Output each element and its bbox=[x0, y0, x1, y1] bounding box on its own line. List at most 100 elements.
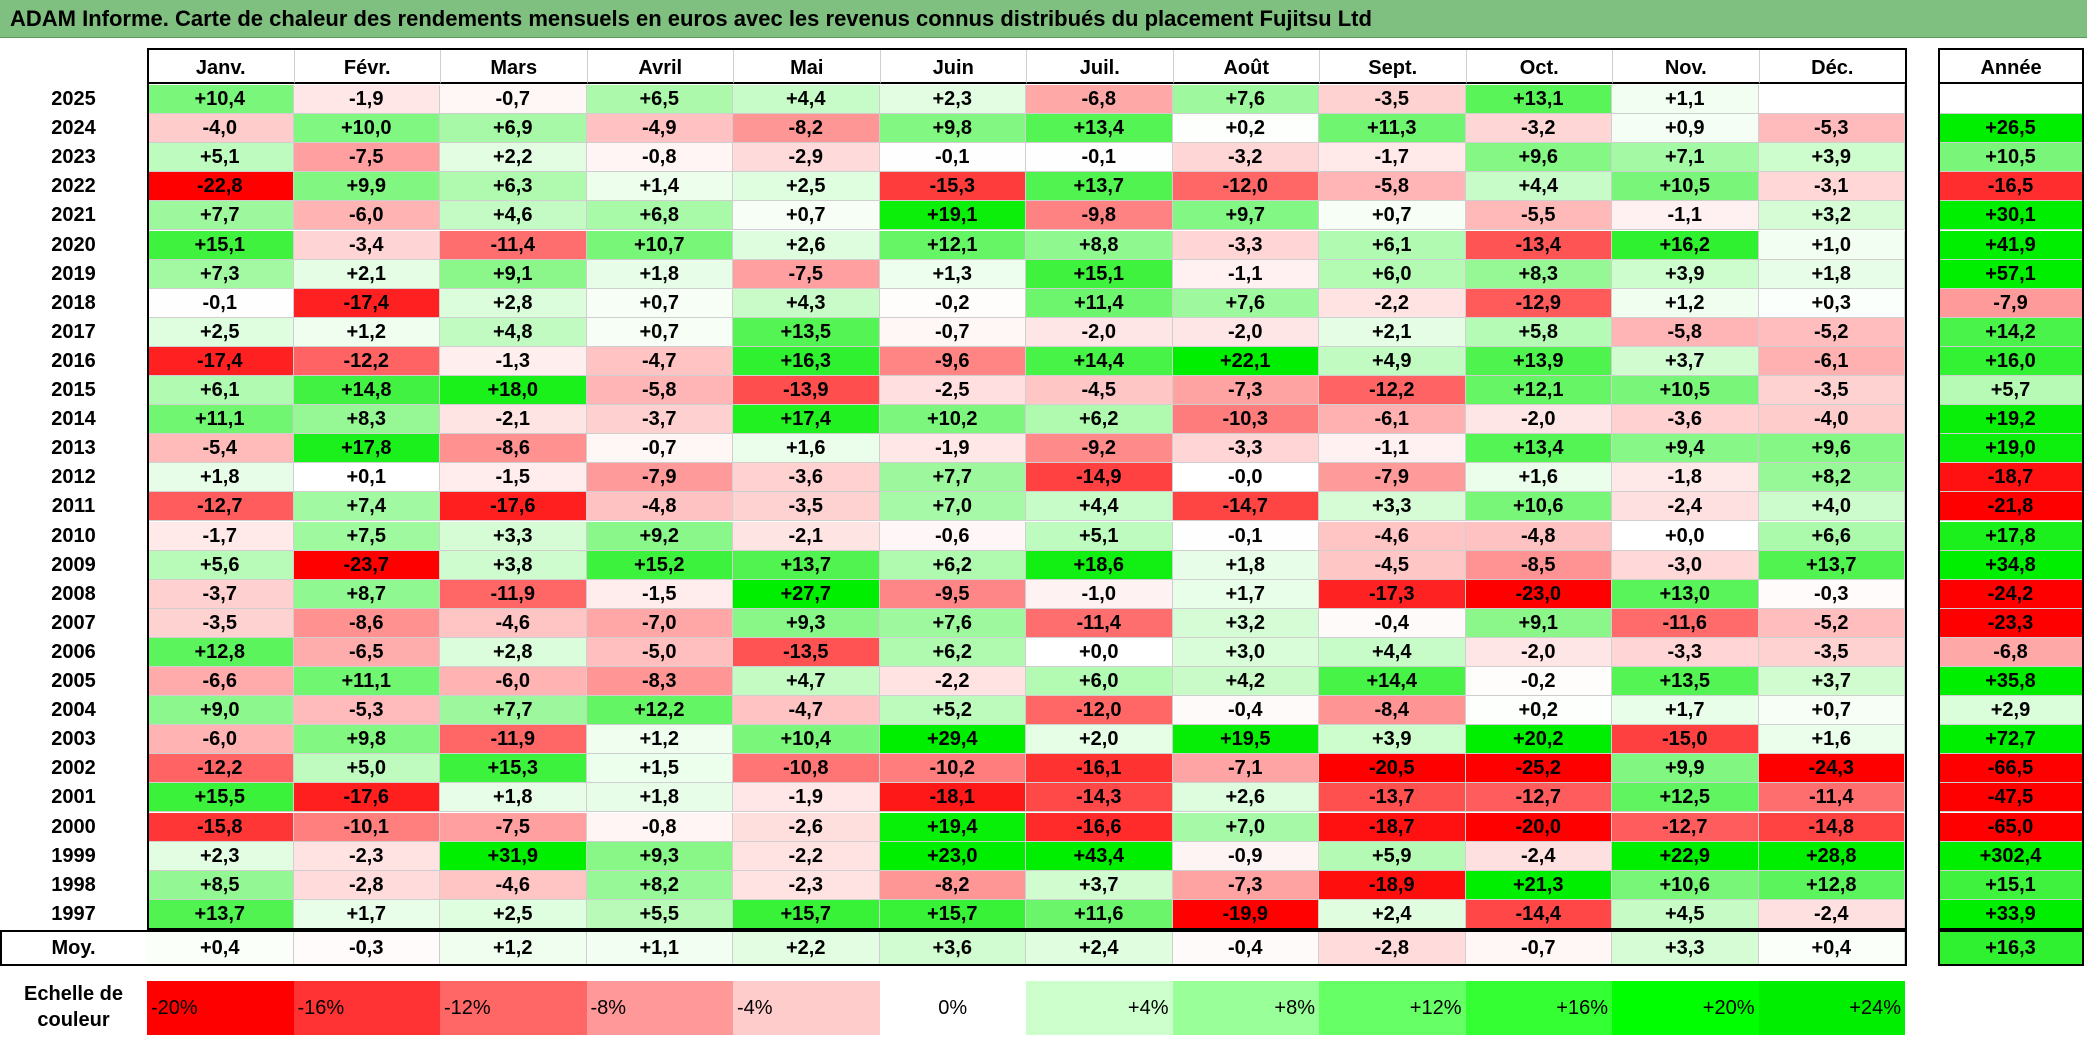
heatmap-cell: -1,5 bbox=[586, 579, 733, 609]
heatmap-cell: +4,9 bbox=[1319, 346, 1466, 376]
heatmap-cell: +2,1 bbox=[1319, 317, 1466, 347]
month-header: Mai bbox=[733, 48, 880, 84]
heatmap-cell: +1,6 bbox=[1465, 463, 1612, 493]
heatmap-cell: -11,9 bbox=[440, 579, 587, 609]
heatmap-cell: +15,1 bbox=[1026, 259, 1173, 289]
color-scale-step: -8% bbox=[586, 981, 733, 1035]
heatmap-cell: -20,0 bbox=[1465, 812, 1612, 842]
color-scale-step: -12% bbox=[440, 981, 587, 1035]
heatmap-cell: -0,2 bbox=[879, 288, 1026, 318]
heatmap-cell: -0,9 bbox=[1172, 841, 1319, 871]
heatmap-cell: +12,1 bbox=[1465, 376, 1612, 406]
month-header: Févr. bbox=[293, 48, 440, 84]
heatmap-cell: +7,0 bbox=[1172, 812, 1319, 842]
heatmap-cell: -5,3 bbox=[293, 696, 440, 726]
heatmap-cell: +13,4 bbox=[1026, 114, 1173, 144]
average-cell: +1,1 bbox=[586, 930, 733, 966]
average-cell: +3,3 bbox=[1612, 930, 1759, 966]
heatmap-cell: +13,0 bbox=[1612, 579, 1759, 609]
heatmap-cell: -16,1 bbox=[1026, 754, 1173, 784]
heatmap-cell: -7,5 bbox=[733, 259, 880, 289]
year-label: 2013 bbox=[51, 437, 96, 460]
heatmap-cell: -3,2 bbox=[1172, 143, 1319, 173]
year-label: 2008 bbox=[51, 582, 96, 605]
heatmap-cell: +13,7 bbox=[147, 899, 294, 929]
heatmap-cell: -6,6 bbox=[147, 667, 294, 697]
heatmap-cell: +13,5 bbox=[1612, 667, 1759, 697]
heatmap-cell: -13,5 bbox=[733, 637, 880, 667]
heatmap-cell: +12,5 bbox=[1612, 783, 1759, 813]
heatmap-cell: +1,1 bbox=[1612, 85, 1759, 115]
heatmap-cell: +12,8 bbox=[1758, 870, 1905, 900]
heatmap-cell: -17,4 bbox=[293, 288, 440, 318]
average-annual-cell: +16,3 bbox=[1938, 930, 2084, 966]
heatmap-cell: +8,8 bbox=[1026, 230, 1173, 260]
heatmap-cell: -2,2 bbox=[1319, 288, 1466, 318]
heatmap-cell: +11,4 bbox=[1026, 288, 1173, 318]
heatmap-cell: -8,4 bbox=[1319, 696, 1466, 726]
heatmap-cell: -0,7 bbox=[586, 434, 733, 464]
heatmap-cell: -3,2 bbox=[1465, 114, 1612, 144]
year-label: 2010 bbox=[51, 524, 96, 547]
heatmap-cell: +18,6 bbox=[1026, 550, 1173, 580]
heatmap-cell: +14,8 bbox=[293, 376, 440, 406]
heatmap-cell: -1,1 bbox=[1172, 259, 1319, 289]
heatmap-cell: -15,8 bbox=[147, 812, 294, 842]
annual-cell: -16,5 bbox=[1938, 172, 2084, 202]
heatmap-cell: -7,1 bbox=[1172, 754, 1319, 784]
annual-cell: -23,3 bbox=[1938, 608, 2084, 638]
heatmap-cell: +5,9 bbox=[1319, 841, 1466, 871]
heatmap-cell: +15,7 bbox=[733, 899, 880, 929]
heatmap-cell: -2,2 bbox=[733, 841, 880, 871]
year-label: 2011 bbox=[51, 495, 96, 518]
heatmap-cell: +9,2 bbox=[586, 521, 733, 551]
heatmap-cell: -7,3 bbox=[1172, 870, 1319, 900]
heatmap-cell: -23,0 bbox=[1465, 579, 1612, 609]
month-header: Oct. bbox=[1465, 48, 1612, 84]
year-label: 1998 bbox=[51, 873, 96, 896]
heatmap-cell: -12,7 bbox=[1612, 812, 1759, 842]
color-scale-step: +24% bbox=[1758, 981, 1905, 1035]
heatmap-cell: +3,2 bbox=[1172, 608, 1319, 638]
heatmap-cell: +3,2 bbox=[1758, 201, 1905, 231]
heatmap-cell: +13,4 bbox=[1465, 434, 1612, 464]
heatmap-cell: +4,4 bbox=[733, 85, 880, 115]
heatmap-cell: +12,1 bbox=[879, 230, 1026, 260]
heatmap-cell: +2,6 bbox=[1172, 783, 1319, 813]
heatmap-cell: +3,7 bbox=[1758, 667, 1905, 697]
heatmap-cell: +2,5 bbox=[147, 317, 294, 347]
heatmap-cell: -8,2 bbox=[733, 114, 880, 144]
heatmap-cell: +8,2 bbox=[1758, 463, 1905, 493]
average-cell: +2,4 bbox=[1026, 930, 1173, 966]
year-label: 2006 bbox=[51, 640, 96, 663]
heatmap-cell: -4,5 bbox=[1319, 550, 1466, 580]
heatmap-cell: +2,5 bbox=[733, 172, 880, 202]
heatmap-cell: +2,1 bbox=[293, 259, 440, 289]
heatmap-cell: -10,1 bbox=[293, 812, 440, 842]
heatmap-cell: +12,2 bbox=[586, 696, 733, 726]
heatmap-cell: +19,1 bbox=[879, 201, 1026, 231]
color-scale-label: Echelle de couleur bbox=[0, 981, 147, 1035]
heatmap-cell: +7,5 bbox=[293, 521, 440, 551]
heatmap-cell: -3,7 bbox=[586, 405, 733, 435]
heatmap-cell: +9,9 bbox=[1612, 754, 1759, 784]
heatmap-cell: +1,6 bbox=[1758, 725, 1905, 755]
heatmap-cell: -1,1 bbox=[1612, 201, 1759, 231]
heatmap-cell: +3,8 bbox=[440, 550, 587, 580]
heatmap-cell: +10,5 bbox=[1612, 172, 1759, 202]
annual-cell: +41,9 bbox=[1938, 230, 2084, 260]
heatmap-cell: +9,0 bbox=[147, 696, 294, 726]
heatmap-cell: -2,3 bbox=[293, 841, 440, 871]
heatmap-cell: +19,5 bbox=[1172, 725, 1319, 755]
year-label: 2016 bbox=[51, 349, 96, 372]
heatmap-cell: -6,0 bbox=[440, 667, 587, 697]
heatmap-cell: -0,1 bbox=[1026, 143, 1173, 173]
heatmap-cell: +1,8 bbox=[147, 463, 294, 493]
heatmap-cell: -0,7 bbox=[879, 317, 1026, 347]
heatmap-cell: -14,4 bbox=[1465, 899, 1612, 929]
heatmap-cell: -2,6 bbox=[733, 812, 880, 842]
heatmap-cell: -1,8 bbox=[1612, 463, 1759, 493]
color-scale-label-line1: Echelle de bbox=[24, 983, 123, 1005]
heatmap-cell: +0,0 bbox=[1026, 637, 1173, 667]
heatmap-cell: -2,3 bbox=[733, 870, 880, 900]
